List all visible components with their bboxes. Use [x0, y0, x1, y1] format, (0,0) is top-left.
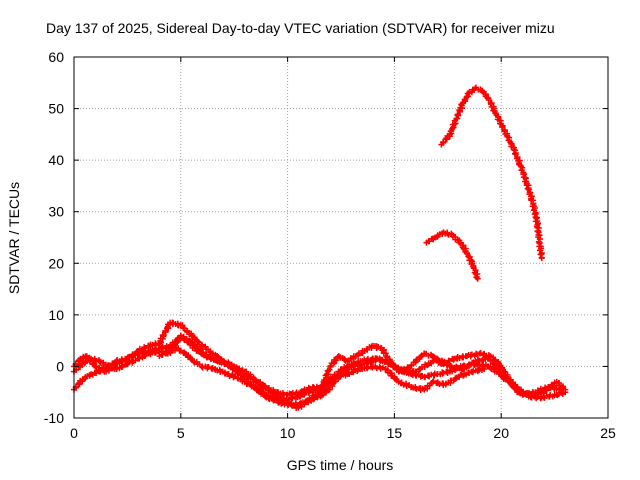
- data-point-fill: [254, 384, 269, 400]
- data-point-fill: [454, 101, 466, 122]
- data-point-fill: [157, 321, 173, 346]
- data-point-fill: [168, 333, 184, 354]
- x-tick-label: 15: [387, 425, 403, 441]
- chart-title: Day 137 of 2025, Sidereal Day-to-day VTE…: [46, 20, 555, 36]
- x-tick-label: 10: [280, 425, 296, 441]
- data-point-fill: [466, 86, 478, 96]
- data-point: [481, 366, 488, 373]
- data-point-fill: [124, 348, 140, 361]
- data-point-fill: [465, 350, 481, 360]
- data-point-fill: [536, 240, 545, 261]
- data-point-fill: [183, 351, 196, 363]
- data-point-fill: [221, 358, 239, 374]
- data-point-fill: [387, 360, 400, 373]
- y-tick-label: 50: [48, 101, 64, 117]
- y-tick-label: 60: [48, 49, 64, 65]
- x-tick-label: 0: [70, 425, 78, 441]
- data-point-fill: [81, 372, 93, 382]
- y-tick-label: 20: [48, 255, 64, 271]
- x-tick-label: 5: [177, 425, 185, 441]
- data-point-fill: [179, 333, 191, 346]
- data-point-fill: [306, 390, 321, 402]
- data-point-fill: [504, 375, 521, 395]
- data-point: [538, 255, 545, 262]
- data-point-fill: [425, 235, 437, 245]
- series-trace-4: [156, 332, 488, 398]
- data-point-fill: [322, 374, 338, 393]
- data-point-fill: [461, 359, 477, 372]
- data-point-fill: [542, 379, 558, 394]
- x-axis-label: GPS time / hours: [287, 457, 394, 473]
- data-point: [562, 386, 569, 393]
- data-point-fill: [422, 379, 435, 392]
- data-point-fill: [72, 357, 83, 368]
- data-point-fill: [447, 117, 459, 137]
- series-trace-6: [438, 84, 545, 262]
- data-point-fill: [533, 223, 543, 245]
- data-point-fill: [85, 354, 98, 368]
- data-point-fill: [529, 203, 542, 227]
- data-point-fill: [523, 182, 537, 207]
- data-point-fill: [495, 362, 511, 379]
- data-point-fill: [511, 147, 523, 168]
- data-point-fill: [413, 361, 431, 375]
- y-tick-label: 40: [48, 152, 64, 168]
- x-tick-label: 25: [600, 425, 616, 441]
- data-point-fill: [265, 394, 278, 404]
- data-point-fill: [457, 240, 469, 255]
- data-point-fill: [103, 361, 118, 374]
- data-point-fill: [199, 343, 214, 356]
- plot-frame: [73, 56, 609, 419]
- y-axis-label: SDTVAR / TECUs: [6, 182, 22, 294]
- y-tick-label: 0: [56, 358, 64, 374]
- data-point-fill: [470, 263, 481, 281]
- data-series: [71, 84, 569, 411]
- data-point-fill: [379, 346, 393, 363]
- data-point-fill: [433, 230, 446, 241]
- data-point: [474, 275, 481, 282]
- series-trace-5: [423, 229, 481, 282]
- data-point-fill: [384, 367, 402, 385]
- y-tick-label: -10: [44, 410, 64, 426]
- data-point: [92, 363, 99, 370]
- data-point-fill: [195, 348, 213, 361]
- data-point-fill: [296, 398, 310, 410]
- data-point-fill: [158, 343, 172, 352]
- y-tick-label: 10: [48, 307, 64, 323]
- data-point-fill: [286, 389, 302, 398]
- data-point-fill: [443, 374, 460, 387]
- data-point-fill: [463, 250, 476, 268]
- axis-ticks: 0 5 10 15 20 25 -10 0 10 20 30 40 50 60: [44, 49, 616, 441]
- data-point-fill: [472, 84, 484, 93]
- data-point-fill: [555, 380, 567, 392]
- data-point-fill: [431, 354, 444, 366]
- data-point-fill: [517, 163, 530, 185]
- y-tick-label: 30: [48, 204, 64, 220]
- x-tick-label: 20: [493, 425, 509, 441]
- data-point-fill: [225, 371, 242, 382]
